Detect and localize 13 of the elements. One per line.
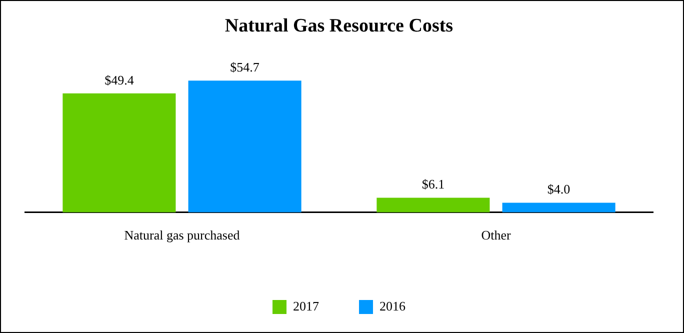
bar [62, 93, 176, 212]
x-tick-label: Natural gas purchased [124, 228, 240, 243]
legend-label: 2016 [380, 298, 406, 314]
legend-label: 2017 [293, 298, 320, 314]
data-label: $54.7 [230, 59, 260, 74]
data-label: $6.1 [422, 176, 445, 192]
bar [188, 80, 302, 212]
data-label: $49.4 [104, 72, 134, 88]
x-tick-label: Other [481, 228, 512, 243]
bar [376, 198, 490, 212]
data-label: $4.0 [547, 182, 570, 197]
bar [502, 202, 616, 212]
chart-title: Natural Gas Resource Costs [224, 15, 454, 36]
